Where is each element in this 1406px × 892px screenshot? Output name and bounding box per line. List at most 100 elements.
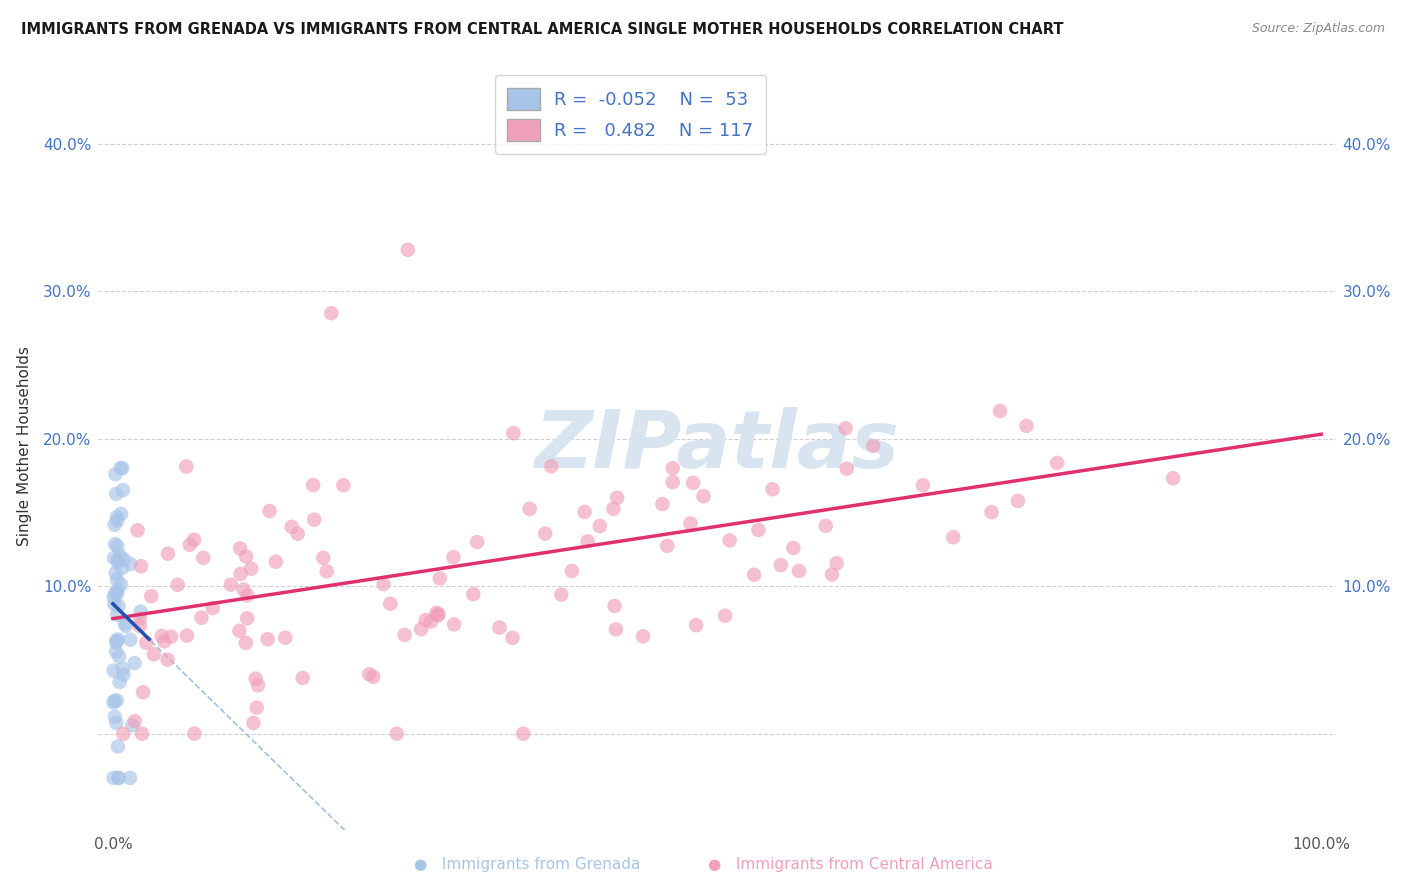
Point xyxy=(132,685,155,699)
Point xyxy=(111,483,134,497)
Point xyxy=(463,587,485,601)
Point xyxy=(129,611,152,625)
Point xyxy=(561,564,583,578)
Point xyxy=(550,588,572,602)
Point xyxy=(105,573,128,587)
Point xyxy=(166,578,188,592)
Point xyxy=(111,561,134,575)
Point xyxy=(108,675,131,690)
Point xyxy=(236,588,259,602)
Point xyxy=(606,491,628,505)
Point xyxy=(236,611,259,625)
Point xyxy=(359,667,381,681)
Point xyxy=(105,644,128,658)
Point xyxy=(105,635,128,649)
Point xyxy=(605,623,627,637)
Point xyxy=(465,535,488,549)
Point xyxy=(835,461,858,475)
Point xyxy=(174,459,197,474)
Point xyxy=(235,636,257,650)
Point xyxy=(153,634,176,648)
Point xyxy=(229,566,252,581)
Point xyxy=(714,608,737,623)
Point xyxy=(112,552,135,566)
Point xyxy=(105,693,128,707)
Point xyxy=(302,513,325,527)
Point xyxy=(107,555,129,569)
Point xyxy=(156,653,179,667)
Point xyxy=(131,726,153,740)
Point xyxy=(576,534,599,549)
Point xyxy=(443,617,465,632)
Point xyxy=(183,533,205,547)
Point xyxy=(232,582,254,597)
Point xyxy=(980,505,1002,519)
Point xyxy=(111,662,134,676)
Point xyxy=(742,567,765,582)
Point xyxy=(373,577,395,591)
Point xyxy=(834,421,856,435)
Point xyxy=(105,487,128,501)
Point xyxy=(821,567,844,582)
Point xyxy=(682,475,704,490)
Point xyxy=(246,700,269,714)
Y-axis label: Single Mother Households: Single Mother Households xyxy=(17,346,32,546)
Point xyxy=(291,671,314,685)
Point xyxy=(179,538,201,552)
Text: Source: ZipAtlas.com: Source: ZipAtlas.com xyxy=(1251,22,1385,36)
Point xyxy=(107,771,129,785)
Point xyxy=(107,583,129,598)
Point xyxy=(129,605,152,619)
Point xyxy=(112,726,135,740)
Point xyxy=(988,404,1011,418)
Point xyxy=(160,630,183,644)
Point xyxy=(124,714,146,728)
Point xyxy=(661,475,683,489)
Point xyxy=(488,620,510,634)
Point xyxy=(103,771,125,785)
Point xyxy=(256,632,278,647)
Legend: R =  -0.052    N =  53, R =   0.482    N = 117: R = -0.052 N = 53, R = 0.482 N = 117 xyxy=(495,75,766,153)
Point xyxy=(121,718,143,732)
Point xyxy=(107,553,129,567)
Point xyxy=(219,578,242,592)
Point xyxy=(104,694,127,708)
Point xyxy=(380,597,402,611)
Point xyxy=(228,624,250,638)
Point xyxy=(274,631,297,645)
Point xyxy=(105,607,128,622)
Point xyxy=(150,629,173,643)
Point xyxy=(105,540,128,554)
Point xyxy=(103,695,125,709)
Point xyxy=(105,510,128,524)
Point xyxy=(104,709,127,723)
Point xyxy=(540,459,562,474)
Point xyxy=(142,648,165,662)
Point xyxy=(603,599,626,613)
Point xyxy=(104,566,127,580)
Point xyxy=(120,557,142,571)
Point xyxy=(302,478,325,492)
Text: IMMIGRANTS FROM GRENADA VS IMMIGRANTS FROM CENTRAL AMERICA SINGLE MOTHER HOUSEHO: IMMIGRANTS FROM GRENADA VS IMMIGRANTS FR… xyxy=(21,22,1063,37)
Point xyxy=(519,501,541,516)
Point xyxy=(135,636,157,650)
Point xyxy=(394,628,416,642)
Point xyxy=(115,619,138,633)
Point xyxy=(427,607,450,621)
Point xyxy=(127,524,149,538)
Point xyxy=(235,549,257,564)
Point xyxy=(124,656,146,670)
Point xyxy=(679,516,702,531)
Point xyxy=(103,664,125,678)
Point xyxy=(104,467,127,482)
Point xyxy=(103,551,125,566)
Point xyxy=(769,558,792,573)
Point xyxy=(193,550,215,565)
Point xyxy=(411,622,433,636)
Point xyxy=(129,559,152,574)
Point xyxy=(176,629,198,643)
Point xyxy=(105,586,128,600)
Point xyxy=(128,619,150,633)
Point xyxy=(787,564,810,578)
Point xyxy=(512,726,534,740)
